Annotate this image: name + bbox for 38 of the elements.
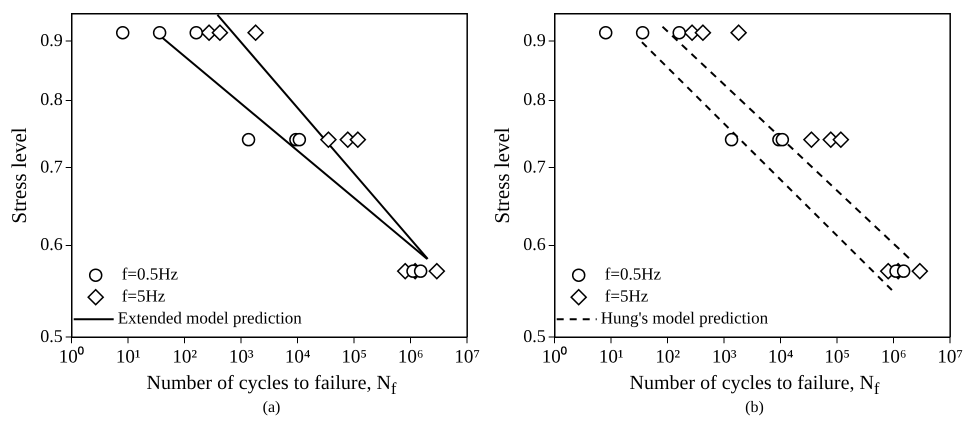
y-tick-label: 0.7: [523, 156, 546, 176]
legend-label: f=0.5Hz: [122, 264, 178, 284]
x-axis-title: Number of cycles to failure, N$_{f}$: [628, 372, 880, 400]
x-tick-label: 10⁰: [542, 346, 568, 368]
x-tick-label: 10⁷: [454, 346, 480, 368]
legend-label: f=0.5Hz: [604, 264, 662, 284]
x-tick-label: 10²: [172, 346, 198, 368]
y-tick-label: 0.9: [523, 30, 546, 50]
text: (b): [744, 399, 765, 416]
y-tick-label: 0.8: [40, 89, 63, 110]
y-tick-label: 0.8: [523, 89, 546, 110]
x-tick-label: 10⁴: [768, 346, 794, 368]
y-axis-title: Stress level: [490, 127, 514, 224]
y-tick-label: 0.9: [40, 30, 63, 50]
x-tick-label: 10⁶: [880, 346, 906, 368]
y-tick-label: 0.6: [40, 234, 63, 254]
y-tick-label: 0.7: [40, 156, 63, 176]
x-tick-label: 10⁴: [284, 346, 311, 368]
legend-label: Hung's model prediction: [600, 308, 769, 328]
y-tick-label: 0.6: [523, 234, 546, 254]
x-axis-title: Number of cycles to failure, N$_{f}$: [146, 372, 398, 400]
x-tick-label: 10⁵: [341, 346, 368, 368]
y-tick-label: 0.5: [523, 326, 546, 346]
x-tick-label: 10¹: [598, 346, 624, 368]
x-tick-label: 10⁵: [824, 346, 850, 368]
x-tick-label: 10²: [655, 346, 680, 368]
text: (a): [262, 399, 282, 416]
x-tick-label: 10³: [228, 346, 254, 368]
x-tick-label: 10⁷: [937, 346, 963, 368]
x-tick-label: 10³: [712, 346, 737, 368]
y-tick-label: 0.5: [40, 326, 63, 346]
legend-label: f=5Hz: [122, 286, 166, 306]
y-axis-title: Stress level: [7, 127, 32, 224]
x-tick-label: 10⁶: [398, 346, 424, 368]
legend-label: Extended model prediction: [118, 308, 302, 328]
x-tick-label: 10¹: [116, 346, 141, 368]
legend-label: f=5Hz: [604, 286, 649, 306]
x-tick-label: 10⁰: [58, 346, 85, 368]
